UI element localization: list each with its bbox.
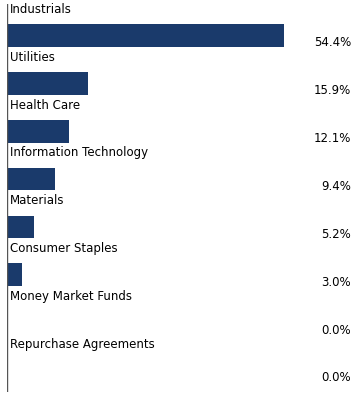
Text: 9.4%: 9.4% <box>321 180 351 193</box>
Bar <box>7 168 55 190</box>
Text: 15.9%: 15.9% <box>314 84 351 97</box>
Text: Consumer Staples: Consumer Staples <box>10 242 117 255</box>
Text: 54.4%: 54.4% <box>314 36 351 50</box>
Text: 3.0%: 3.0% <box>321 276 351 289</box>
Text: Materials: Materials <box>10 194 64 208</box>
Text: 5.2%: 5.2% <box>321 228 351 241</box>
Text: 12.1%: 12.1% <box>314 132 351 145</box>
Text: Money Market Funds: Money Market Funds <box>10 290 132 303</box>
Bar <box>7 263 22 286</box>
Text: Information Technology: Information Technology <box>10 147 148 160</box>
Bar <box>7 24 284 47</box>
Bar <box>7 72 88 95</box>
Text: 0.0%: 0.0% <box>321 371 351 385</box>
Text: Repurchase Agreements: Repurchase Agreements <box>10 338 154 351</box>
Text: Health Care: Health Care <box>10 99 80 112</box>
Text: Utilities: Utilities <box>10 51 55 64</box>
Bar <box>7 120 69 143</box>
Text: 0.0%: 0.0% <box>321 324 351 337</box>
Bar <box>7 215 33 238</box>
Text: Industrials: Industrials <box>10 3 72 16</box>
